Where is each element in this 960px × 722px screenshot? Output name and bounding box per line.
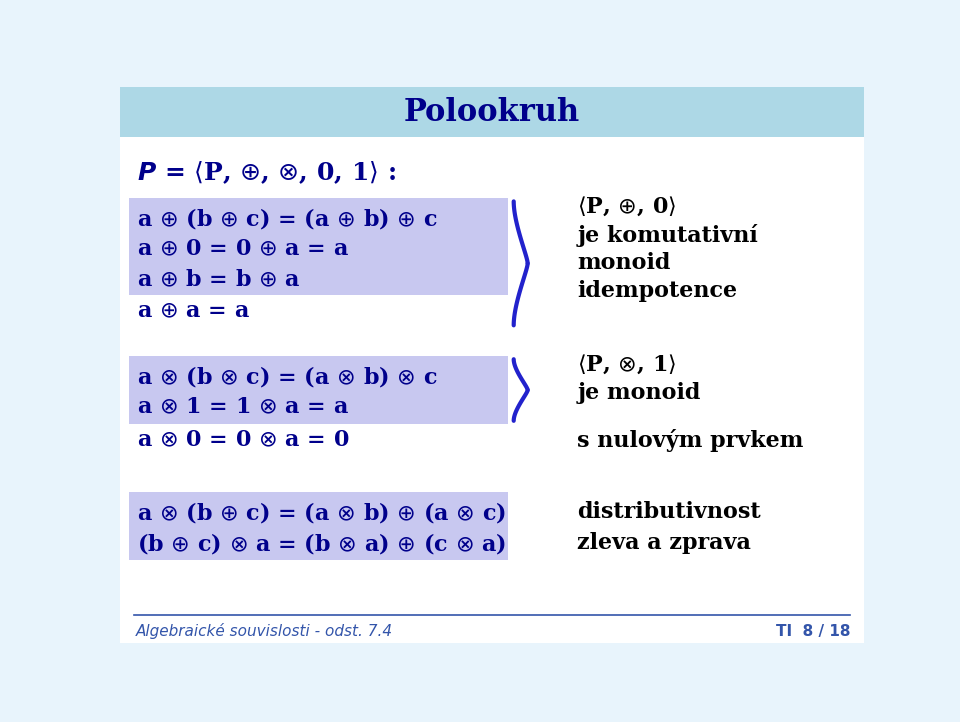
FancyBboxPatch shape	[130, 199, 508, 295]
Text: TI  8 / 18: TI 8 / 18	[776, 624, 850, 638]
FancyBboxPatch shape	[120, 137, 864, 643]
Text: je komutativní: je komutativní	[577, 224, 758, 247]
Text: a $\otimes$ (b $\otimes$ c) = (a $\otimes$ b) $\otimes$ c: a $\otimes$ (b $\otimes$ c) = (a $\otime…	[137, 364, 438, 388]
Text: a $\otimes$ (b $\oplus$ c) = (a $\otimes$ b) $\oplus$ (a $\otimes$ c): a $\otimes$ (b $\oplus$ c) = (a $\otimes…	[137, 500, 506, 525]
Text: (b $\oplus$ c) $\otimes$ a = (b $\otimes$ a) $\oplus$ (c $\otimes$ a): (b $\oplus$ c) $\otimes$ a = (b $\otimes…	[137, 531, 506, 556]
Text: distributivnost: distributivnost	[577, 502, 761, 523]
Text: monoid: monoid	[577, 252, 671, 274]
Text: s nulovým prvkem: s nulovým prvkem	[577, 430, 804, 453]
Text: a $\oplus$ (b $\oplus$ c) = (a $\oplus$ b) $\oplus$ c: a $\oplus$ (b $\oplus$ c) = (a $\oplus$ …	[137, 206, 438, 231]
Text: zleva a zprava: zleva a zprava	[577, 532, 751, 554]
FancyBboxPatch shape	[120, 87, 864, 137]
Text: a $\otimes$ 1 = 1 $\otimes$ a = a: a $\otimes$ 1 = 1 $\otimes$ a = a	[137, 396, 349, 418]
Text: idempotence: idempotence	[577, 279, 737, 302]
FancyBboxPatch shape	[130, 356, 508, 424]
Text: a $\oplus$ b = b $\oplus$ a: a $\oplus$ b = b $\oplus$ a	[137, 269, 300, 291]
Text: $\langle$P, $\otimes$, 1$\rangle$: $\langle$P, $\otimes$, 1$\rangle$	[577, 352, 677, 375]
Text: je monoid: je monoid	[577, 382, 701, 404]
Text: a $\oplus$ 0 = 0 $\oplus$ a = a: a $\oplus$ 0 = 0 $\oplus$ a = a	[137, 238, 349, 260]
Text: Polookruh: Polookruh	[404, 97, 580, 128]
Text: a $\oplus$ a = a: a $\oplus$ a = a	[137, 300, 250, 323]
Text: a $\otimes$ 0 = 0 $\otimes$ a = 0: a $\otimes$ 0 = 0 $\otimes$ a = 0	[137, 430, 349, 452]
Text: Algebraické souvislosti - odst. 7.4: Algebraické souvislosti - odst. 7.4	[135, 623, 393, 639]
Text: $\langle$P, $\oplus$, 0$\rangle$: $\langle$P, $\oplus$, 0$\rangle$	[577, 194, 677, 218]
Text: $\boldsymbol{P}$ = $\langle$P, $\oplus$, $\otimes$, 0, 1$\rangle$ :: $\boldsymbol{P}$ = $\langle$P, $\oplus$,…	[137, 160, 396, 186]
FancyBboxPatch shape	[130, 492, 508, 560]
